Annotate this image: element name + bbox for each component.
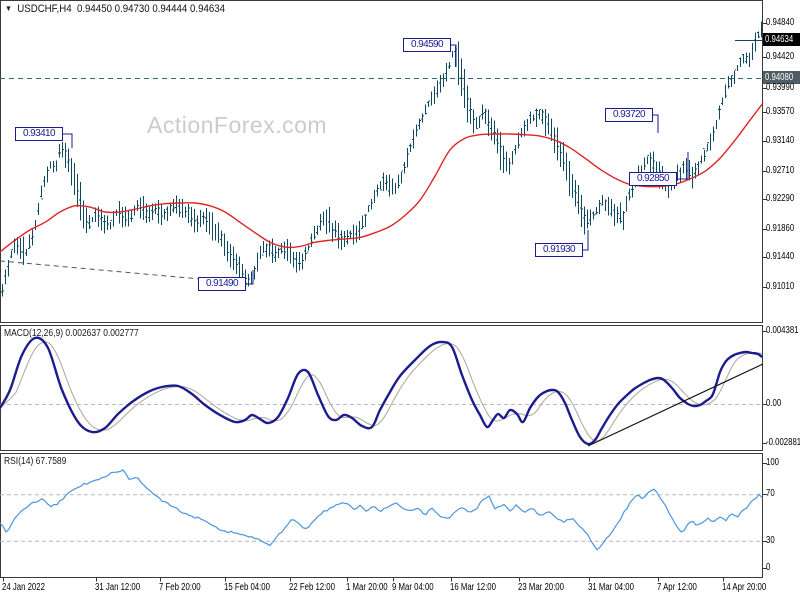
price-annotation[interactable]: 0.91930 (535, 243, 583, 257)
rsi-axis-label: 100 (766, 457, 780, 468)
rsi-axis-label: 30 (766, 535, 775, 546)
time-axis-label: 7 Feb 20:00 (159, 582, 201, 593)
price-axis-label: 0.92710 (766, 165, 795, 176)
rsi-axis-label: 0 (766, 562, 771, 573)
price-annotation[interactable]: 0.91490 (198, 277, 246, 291)
price-annotation[interactable]: 0.94590 (403, 38, 451, 52)
time-axis-label: 23 Mar 20:00 (518, 582, 564, 593)
time-axis-label: 24 Jan 2022 (2, 582, 45, 593)
price-axis-label: 0.91860 (766, 223, 795, 234)
rsi-pane (0, 453, 763, 578)
time-axis-label: 15 Feb 04:00 (224, 582, 270, 593)
time-axis-label: 1 Mar 20:00 (346, 582, 388, 593)
price-axis-label: 0.94420 (766, 51, 795, 62)
price-axis-label: 0.93140 (766, 135, 795, 146)
price-axis-label: 0.94634 (763, 33, 800, 46)
price-annotation[interactable]: 0.93720 (605, 108, 653, 122)
ohlc-values: 0.94450 0.94730 0.94444 0.94634 (76, 3, 225, 15)
time-axis-label: 9 Mar 04:00 (392, 582, 434, 593)
price-axis-label: 0.92290 (766, 193, 795, 204)
symbol-marker-icon: ▼ (5, 4, 12, 13)
price-axis-label: 0.94840 (766, 17, 795, 28)
price-annotation[interactable]: 0.93410 (15, 127, 63, 141)
rsi-indicator-label: RSI(14) 67.7589 (4, 456, 67, 467)
macd-axis-label: 0.004381 (766, 325, 799, 336)
time-axis-label: 7 Apr 12:00 (657, 582, 697, 593)
time-axis-label: 31 Mar 04:00 (588, 582, 634, 593)
price-pane (0, 0, 763, 323)
price-annotation[interactable]: 0.92850 (629, 172, 677, 186)
macd-axis-label: -0.002881 (766, 437, 800, 448)
time-axis-label: 16 Mar 12:00 (450, 582, 496, 593)
time-axis-label: 14 Apr 20:00 (722, 582, 767, 593)
price-axis-label: 0.91010 (766, 281, 795, 292)
price-axis-label: 0.93570 (766, 106, 795, 117)
macd-axis-label: 0.00 (766, 398, 782, 409)
watermark: ActionForex.com (147, 112, 328, 138)
symbol-timeframe: USDCHF,H4 (17, 3, 72, 15)
price-axis-label: 0.91440 (766, 251, 795, 262)
price-axis-label: 0.94080 (763, 71, 800, 84)
macd-indicator-label: MACD(12,26,9) 0.002637 0.002777 (4, 328, 139, 339)
chart-title: ▼ USDCHF,H4 0.94450 0.94730 0.94444 0.946… (5, 3, 225, 15)
time-axis-label: 22 Feb 12:00 (289, 582, 335, 593)
rsi-axis-label: 70 (766, 488, 775, 499)
macd-pane (0, 325, 763, 451)
time-axis-label: 31 Jan 12:00 (95, 582, 141, 593)
price-axis-label: 0.93990 (766, 82, 795, 93)
